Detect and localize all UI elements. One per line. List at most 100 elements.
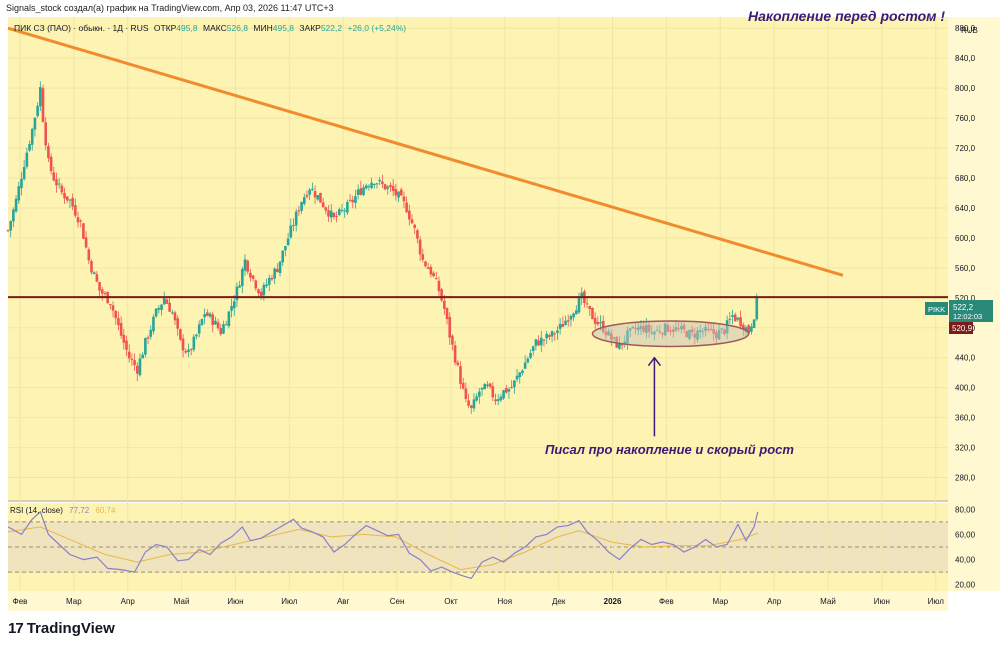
- level-label: 520,9: [952, 324, 973, 333]
- candle-body: [232, 301, 236, 309]
- candle-body: [362, 187, 365, 196]
- y-tick-label: 680,0: [955, 174, 976, 183]
- candle-body: [146, 337, 150, 339]
- candle-body: [599, 322, 602, 324]
- ticker-tag: [925, 302, 948, 315]
- candle-body: [170, 312, 174, 314]
- candle-body: [575, 310, 578, 315]
- candle-body: [189, 349, 193, 351]
- annotation-arrow-head: [647, 356, 662, 367]
- candle-body: [238, 285, 241, 288]
- candle-body: [750, 326, 753, 332]
- candle-body: [410, 219, 414, 224]
- candle-body: [752, 319, 756, 328]
- candle-body: [389, 184, 392, 187]
- candle-body: [461, 382, 465, 389]
- candle-body: [742, 324, 745, 331]
- candle-body: [55, 179, 58, 186]
- candle-body: [601, 320, 605, 333]
- last-price-time: 12:02:03: [953, 312, 982, 321]
- x-tick-label: Мар: [66, 597, 82, 606]
- price-tag-group: PIKK 522,2 12:02:03 520,9: [925, 300, 993, 334]
- candle-body: [9, 221, 12, 231]
- candle-body: [529, 352, 532, 358]
- candle-body: [550, 331, 554, 337]
- candle-body: [87, 249, 91, 261]
- candle-body: [149, 329, 153, 337]
- candle-body: [125, 340, 128, 350]
- candle-body: [469, 405, 473, 408]
- candle-body: [733, 314, 737, 322]
- candle-body: [418, 239, 422, 255]
- chart-area[interactable]: 880,0 840,0 800,0 760,0 720,0 680,0 640,0 600,0…: [0, 0, 1000, 612]
- candle-body: [111, 305, 115, 311]
- y-tick-label: 800,0: [955, 84, 976, 93]
- rsi-tick-label: 60,00: [955, 530, 976, 539]
- candle-body: [28, 144, 31, 151]
- candle-body: [265, 284, 268, 287]
- y-tick-label: 360,0: [955, 414, 976, 423]
- candle-body: [432, 272, 435, 277]
- candle-body: [208, 313, 212, 317]
- accumulation-ellipse: [591, 320, 750, 348]
- candle-body: [211, 314, 214, 325]
- candle-body: [488, 383, 492, 387]
- tradingview-logo[interactable]: 17 TradingView: [8, 620, 115, 637]
- rsi-tick-label: 20,00: [955, 581, 976, 590]
- candle-body: [755, 296, 759, 320]
- candle-body: [100, 289, 104, 294]
- candle-body: [76, 217, 80, 223]
- candle-body: [273, 268, 276, 279]
- candle-body: [195, 334, 198, 337]
- open-value: 495,8: [176, 23, 198, 33]
- candle-body: [426, 267, 430, 269]
- candle-body: [356, 189, 360, 195]
- x-tick-label: Май: [174, 597, 190, 606]
- currency-label[interactable]: RUB: [961, 26, 978, 35]
- candle-body: [30, 128, 34, 145]
- candle-body: [378, 179, 381, 182]
- candle-body: [144, 337, 147, 355]
- price-chart-svg[interactable]: 880,0 840,0 800,0 760,0 720,0 680,0 640,0 600,0…: [0, 0, 1000, 612]
- candle-body: [197, 324, 201, 334]
- candles: [6, 81, 759, 414]
- candle-body: [337, 209, 341, 215]
- candle-body: [343, 210, 346, 212]
- candle-body: [262, 284, 266, 296]
- low-label: МИН: [253, 23, 272, 33]
- candle-body: [254, 280, 258, 289]
- rsi-tick-label: 40,00: [955, 556, 976, 565]
- candle-body: [127, 351, 131, 359]
- candle-body: [214, 320, 217, 325]
- candle-body: [375, 183, 379, 185]
- candle-body: [736, 317, 740, 320]
- x-tick-label: Окт: [444, 597, 458, 606]
- candle-body: [68, 199, 72, 201]
- candle-body: [472, 399, 476, 409]
- candle-body: [513, 380, 516, 388]
- candle-body: [359, 188, 363, 195]
- note-annotation[interactable]: Писал про накопление и скорый рост: [545, 442, 794, 457]
- title-annotation[interactable]: Накопление перед ростом !: [748, 8, 945, 24]
- candle-body: [44, 122, 48, 146]
- x-tick-label: Июл: [281, 597, 298, 606]
- y-tick-label: 640,0: [955, 204, 976, 213]
- candle-body: [192, 336, 196, 350]
- high-value: 526,8: [227, 23, 249, 33]
- candle-body: [515, 375, 519, 380]
- candle-body: [731, 315, 734, 317]
- last-price-label: 522,2: [953, 303, 974, 312]
- x-tick-label: Мар: [712, 597, 728, 606]
- candle-body: [340, 209, 344, 211]
- candle-body: [451, 335, 454, 345]
- candle-body: [286, 238, 290, 246]
- candle-body: [416, 230, 419, 239]
- candle-body: [313, 191, 317, 198]
- candle-body: [98, 281, 101, 291]
- candle-body: [289, 225, 293, 238]
- candle-body: [122, 334, 126, 343]
- candle-body: [507, 389, 511, 392]
- candle-body: [421, 254, 425, 260]
- candle-body: [216, 322, 220, 329]
- candle-body: [243, 259, 247, 271]
